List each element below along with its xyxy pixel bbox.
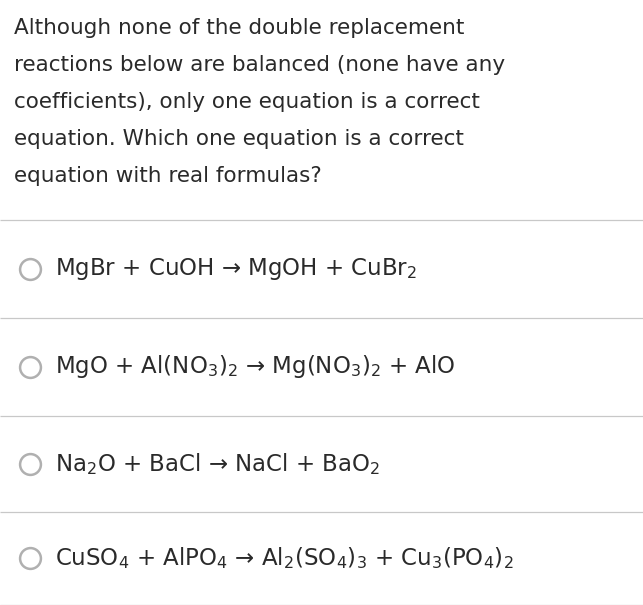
Text: equation. Which one equation is a correct: equation. Which one equation is a correc… [14,129,464,149]
Text: coefficients), only one equation is a correct: coefficients), only one equation is a co… [14,92,480,112]
Text: equation with real formulas?: equation with real formulas? [14,166,322,186]
Text: MgBr + CuOH → MgOH + CuBr$_2$: MgBr + CuOH → MgOH + CuBr$_2$ [55,256,417,282]
Text: reactions below are balanced (none have any: reactions below are balanced (none have … [14,55,505,75]
Text: CuSO$_4$ + AlPO$_4$ → Al$_2$(SO$_4$)$_3$ + Cu$_3$(PO$_4$)$_2$: CuSO$_4$ + AlPO$_4$ → Al$_2$(SO$_4$)$_3$… [55,545,514,571]
Text: Although none of the double replacement: Although none of the double replacement [14,18,464,38]
Text: MgO + Al(NO$_3$)$_2$ → Mg(NO$_3$)$_2$ + AlO: MgO + Al(NO$_3$)$_2$ → Mg(NO$_3$)$_2$ + … [55,353,455,381]
Text: Na$_2$O + BaCl → NaCl + BaO$_2$: Na$_2$O + BaCl → NaCl + BaO$_2$ [55,451,380,477]
